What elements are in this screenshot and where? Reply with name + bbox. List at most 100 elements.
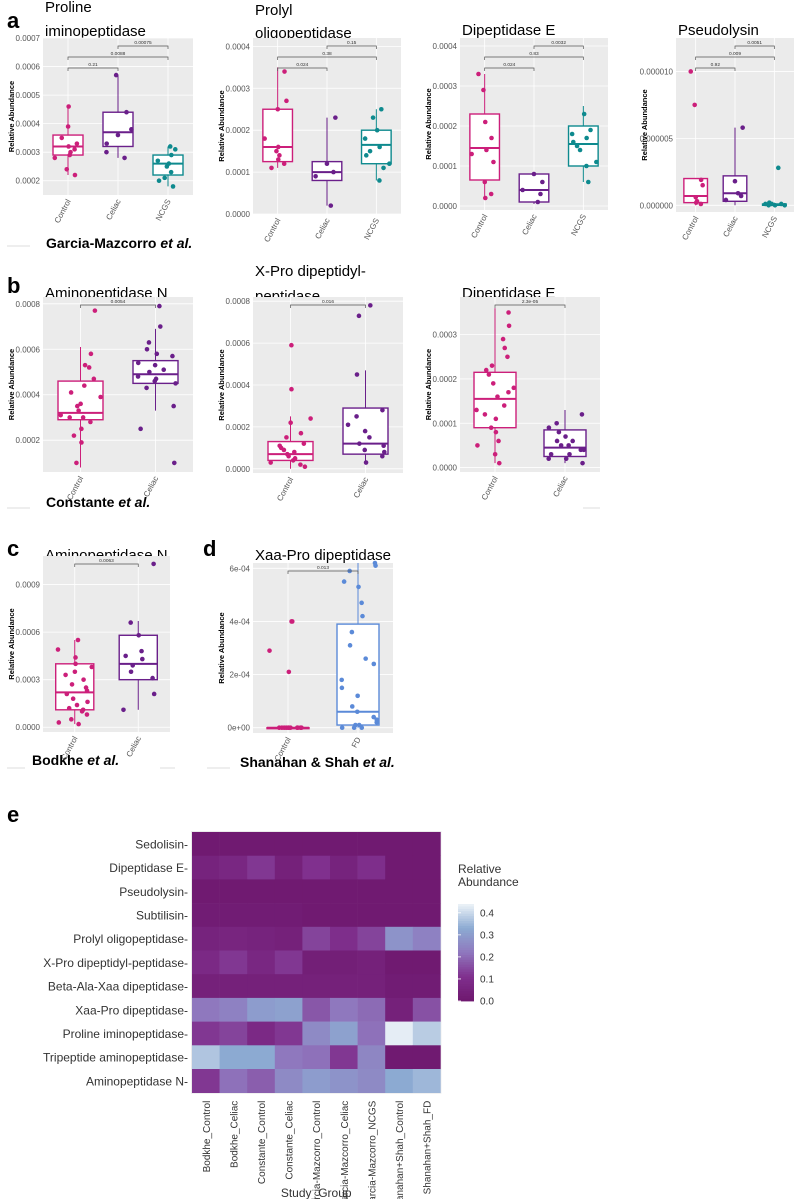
data-point	[482, 119, 488, 125]
data-point	[740, 125, 745, 130]
x-axis-title: Study_Group	[281, 1186, 352, 1199]
heatmap-cell	[274, 1069, 303, 1093]
data-point	[289, 386, 294, 392]
data-point	[68, 149, 73, 155]
p-value: 0.016	[322, 299, 334, 305]
heatmap-cell	[357, 1069, 386, 1093]
p-value: 0.83	[529, 51, 539, 57]
heatmap-cell	[385, 903, 414, 928]
y-tick-label: 0.0002	[226, 423, 251, 432]
data-point	[359, 600, 364, 606]
data-point	[484, 147, 489, 153]
data-point	[66, 104, 71, 109]
heatmap-cell	[412, 832, 441, 856]
column-label: Shanahan+Shah_FD	[423, 1101, 434, 1195]
data-point	[81, 677, 86, 682]
data-point	[75, 637, 81, 643]
legend-swatch	[458, 979, 474, 982]
heatmap-cell	[330, 997, 358, 1022]
data-point	[381, 449, 387, 455]
data-point	[78, 401, 83, 407]
x-tick-label: Celiac	[520, 213, 538, 237]
heatmap-cell	[247, 855, 276, 880]
data-point	[73, 655, 78, 660]
heatmap-cell	[357, 997, 386, 1022]
significance-bracket	[484, 56, 584, 60]
data-point	[168, 169, 174, 175]
data-point	[65, 124, 71, 129]
legend-tick-label: 0.3	[480, 930, 494, 941]
data-point	[693, 194, 699, 200]
data-point	[341, 579, 347, 584]
data-point	[339, 685, 345, 691]
data-point	[563, 456, 569, 462]
y-tick-label: 0.0007	[16, 34, 41, 43]
heatmap-cell	[357, 1021, 386, 1046]
data-point	[339, 677, 344, 683]
data-point	[347, 643, 353, 648]
legend-swatch	[458, 904, 474, 907]
x-tick-label: FD	[350, 736, 363, 750]
legend-swatch	[458, 928, 474, 932]
data-point	[85, 699, 90, 705]
data-point	[79, 426, 84, 432]
data-point	[500, 336, 506, 342]
x-tick-label: Control	[469, 213, 489, 240]
data-point	[86, 365, 92, 370]
heatmap-cell	[385, 855, 414, 880]
data-point	[158, 324, 163, 329]
heatmap-cell	[192, 1045, 220, 1070]
legend-swatch	[458, 962, 474, 966]
y-tick-label: 0.0006	[226, 339, 251, 348]
heatmap-cell	[219, 1069, 248, 1093]
heatmap-cell	[192, 879, 220, 904]
heatmap-cell	[219, 855, 248, 880]
data-point	[381, 443, 386, 449]
heatmap-cell	[192, 974, 220, 999]
study-label-bodkhe: Bodkhe et al.	[32, 752, 119, 768]
data-point	[84, 688, 90, 694]
data-point	[308, 416, 313, 421]
data-point	[170, 184, 176, 189]
data-point	[356, 313, 362, 319]
data-point	[586, 179, 591, 185]
heatmap-cell	[412, 903, 441, 928]
data-point	[380, 453, 385, 459]
data-point	[88, 351, 94, 357]
data-point	[55, 647, 61, 652]
legend-tick-label: 0.2	[480, 952, 494, 963]
data-point	[144, 346, 150, 352]
data-point	[548, 451, 554, 457]
data-point	[98, 394, 103, 400]
legend-title: Abundance	[458, 875, 519, 889]
legend-swatch	[458, 942, 474, 946]
y-tick-label: 6e-04	[230, 564, 251, 573]
data-point	[52, 155, 58, 161]
column-label: Bodkhe_Control	[202, 1101, 213, 1173]
p-value: 0.15	[347, 40, 357, 46]
data-point	[72, 147, 77, 152]
heatmap-cell	[330, 1069, 358, 1093]
data-point	[89, 664, 95, 670]
study-label-shanahan: Shanahan & Shah et al.	[240, 754, 395, 770]
chart-title: Xaa-Pro dipeptidase	[255, 547, 391, 564]
x-tick-label: NCGS	[760, 215, 779, 240]
heatmap-cell	[192, 832, 220, 856]
data-point	[91, 376, 97, 382]
heatmap-cell	[302, 832, 331, 856]
heatmap-cell	[192, 950, 220, 975]
significance-bracket	[117, 45, 169, 49]
legend-swatch	[458, 925, 474, 929]
data-point	[374, 127, 380, 133]
data-point	[171, 403, 176, 409]
data-point	[489, 363, 495, 368]
data-point	[775, 165, 781, 171]
significance-bracket	[734, 45, 775, 49]
y-tick-label: 0.0002	[226, 126, 251, 135]
data-point	[356, 584, 361, 590]
data-point	[130, 663, 136, 668]
p-value: 0.024	[296, 62, 308, 68]
data-point	[506, 310, 511, 315]
data-point	[367, 148, 373, 154]
y-axis-label: Relative Abundance	[217, 349, 226, 420]
